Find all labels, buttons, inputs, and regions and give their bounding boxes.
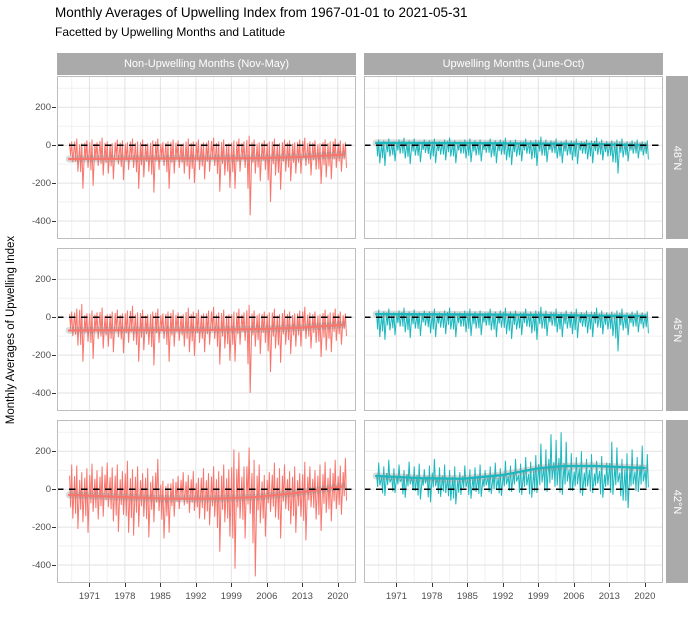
x-tick-mark [231,583,233,587]
y-tick-label: -400 [31,387,51,399]
x-tick-label: 1971 [78,591,100,602]
x-tick-label: 2020 [327,591,349,602]
facet-strip-upwelling: Upwelling Months (June-Oct) [364,53,663,75]
x-tick-label: 2013 [291,591,313,602]
x-tick-label: 1992 [492,591,514,602]
x-tick-label: 2006 [256,591,278,602]
facet-strip-non-upwelling-label: Non-Upwelling Months (Nov-May) [123,58,290,70]
panel-48n-non-upwelling [57,76,356,239]
facet-strip-45n-label: 45°N [671,317,683,342]
y-tick-label: 0 [45,311,51,323]
panel-45n-non-upwelling [57,248,356,411]
x-tick-mark [337,583,339,587]
x-tick-mark [573,583,575,587]
x-tick-mark [195,583,197,587]
panel-42n-non-upwelling [57,420,356,583]
y-tick-mark [52,489,56,491]
facet-strip-42n: 42°N [666,420,688,583]
x-tick-mark [266,583,268,587]
x-tick-label: 1985 [149,591,171,602]
y-tick-label: -200 [31,349,51,361]
x-tick-mark [609,583,611,587]
facet-strip-non-upwelling: Non-Upwelling Months (Nov-May) [57,53,356,75]
x-tick-mark [502,583,504,587]
y-tick-mark [52,355,56,357]
x-tick-mark [431,583,433,587]
y-tick-label: -200 [31,521,51,533]
facet-strip-48n-label: 48°N [671,145,683,170]
y-tick-mark [52,183,56,185]
x-tick-label: 1985 [456,591,478,602]
x-tick-label: 1978 [114,591,136,602]
x-tick-label: 2020 [634,591,656,602]
y-tick-mark [52,393,56,394]
y-axis-title: Monthly Averages of Upwelling Index [5,235,17,425]
x-tick-label: 1971 [385,591,407,602]
y-tick-label: -400 [31,215,51,227]
y-tick-mark [52,107,56,109]
x-tick-mark [124,583,126,587]
facet-strip-42n-label: 42°N [671,489,683,514]
y-tick-label: 200 [35,101,51,113]
x-tick-mark [160,583,162,587]
y-tick-label: 200 [35,445,51,457]
y-tick-mark [52,317,56,319]
y-tick-mark [52,279,56,281]
x-tick-label: 1999 [527,591,549,602]
x-tick-label: 1999 [220,591,242,602]
x-tick-mark [302,583,304,587]
facet-strip-45n: 45°N [666,248,688,411]
panel-45n-upwelling [364,248,663,411]
y-tick-label: 200 [35,273,51,285]
x-tick-label: 2013 [598,591,620,602]
y-tick-label: 0 [45,483,51,495]
x-tick-mark [396,583,398,587]
y-tick-mark [52,565,56,566]
y-tick-label: -400 [31,559,51,571]
x-tick-mark [644,583,646,587]
x-tick-label: 1978 [421,591,443,602]
y-tick-label: -200 [31,177,51,189]
x-tick-mark [89,583,91,587]
y-tick-mark [52,527,56,529]
facet-strip-48n: 48°N [666,76,688,239]
chart-subtitle: Facetted by Upwelling Months and Latitud… [55,25,286,39]
x-tick-mark [467,583,469,587]
x-tick-label: 2006 [563,591,585,602]
y-tick-mark [52,451,56,453]
y-tick-mark [52,221,56,222]
facet-strip-upwelling-label: Upwelling Months (June-Oct) [442,58,585,70]
y-tick-mark [52,145,56,147]
panel-42n-upwelling [364,420,663,583]
chart-title: Monthly Averages of Upwelling Index from… [55,5,468,20]
panel-48n-upwelling [364,76,663,239]
x-tick-mark [538,583,540,587]
x-tick-label: 1992 [185,591,207,602]
y-tick-label: 0 [45,139,51,151]
